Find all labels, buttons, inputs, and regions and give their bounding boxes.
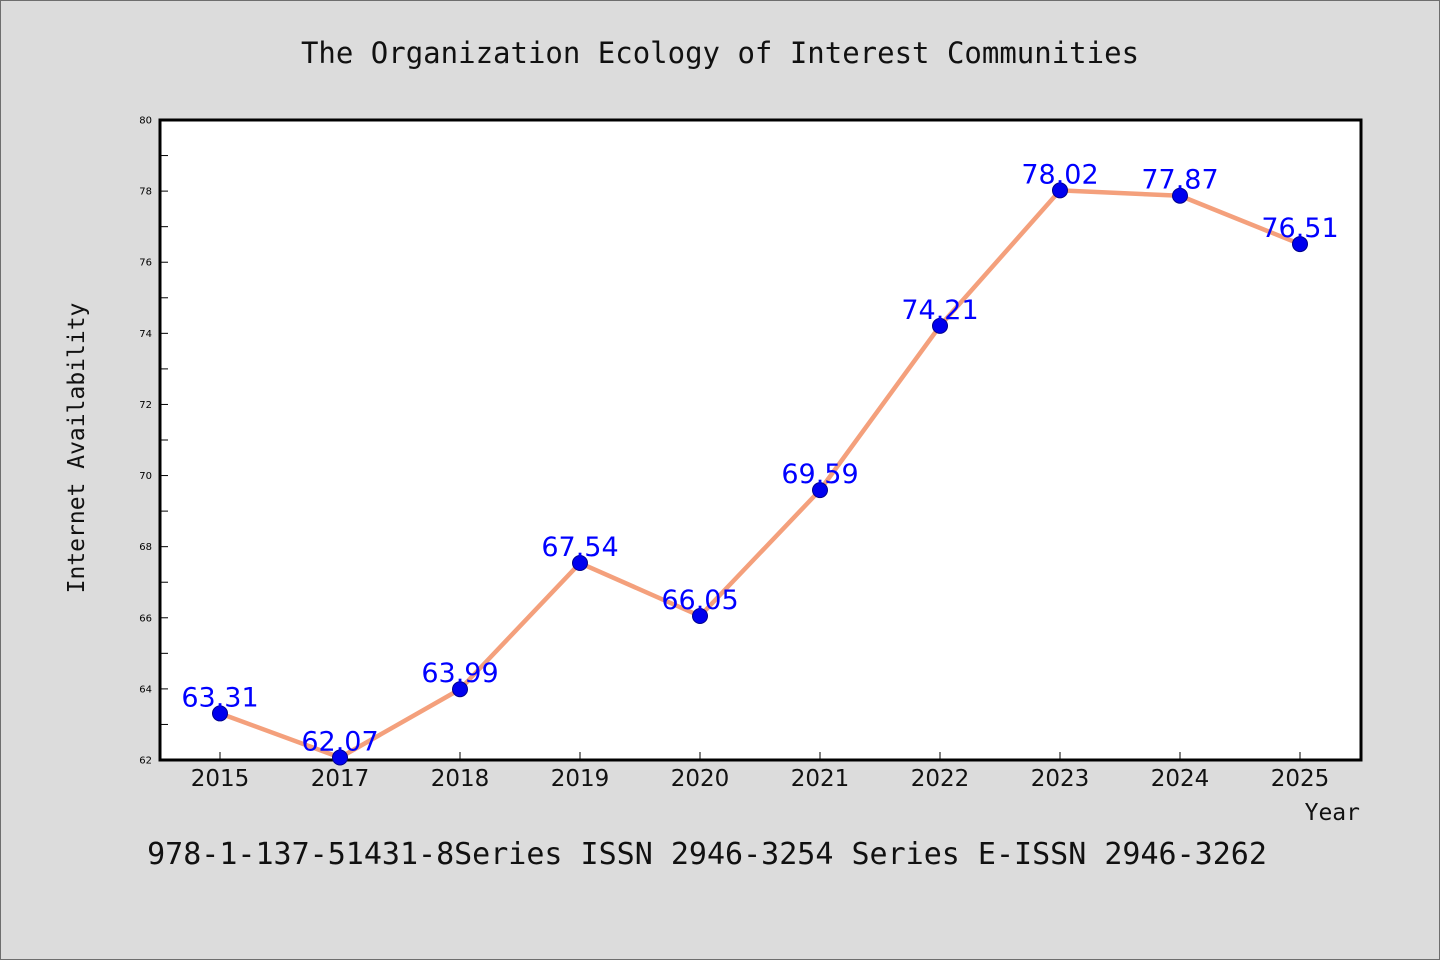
data-point bbox=[572, 555, 588, 572]
y-tick-label: 74 bbox=[139, 329, 152, 340]
data-point bbox=[452, 681, 468, 698]
data-markers bbox=[212, 182, 1308, 766]
data-point bbox=[212, 705, 228, 722]
data-label: 67.54 bbox=[541, 532, 618, 563]
data-label: 63.99 bbox=[421, 658, 498, 689]
x-tick-label: 2019 bbox=[551, 766, 610, 792]
footer-isbn-text: 978-1-137-51431-8Series ISSN 2946-3254 S… bbox=[147, 837, 1267, 872]
x-tick-label: 2018 bbox=[431, 766, 490, 792]
data-label: 62.07 bbox=[301, 727, 378, 758]
x-tick-label: 2024 bbox=[1151, 766, 1210, 792]
data-point bbox=[932, 317, 948, 334]
data-label: 76.51 bbox=[1261, 213, 1338, 244]
x-tick-label: 2015 bbox=[191, 766, 250, 792]
data-point bbox=[812, 482, 828, 499]
data-label: 69.59 bbox=[781, 459, 858, 490]
data-point bbox=[692, 608, 708, 624]
x-tick-label: 2022 bbox=[911, 766, 970, 792]
data-label: 63.31 bbox=[181, 682, 258, 713]
y-tick-label: 70 bbox=[139, 471, 152, 482]
x-tick-label: 2021 bbox=[791, 766, 850, 792]
data-label: 74.21 bbox=[901, 295, 978, 326]
y-tick-label: 68 bbox=[139, 542, 152, 553]
y-tick-label: 78 bbox=[139, 187, 152, 198]
y-tick-label: 62 bbox=[139, 756, 152, 767]
y-tick-label: 64 bbox=[139, 684, 152, 695]
data-labels: 63.31 62.07 63.99 67.54 66.05 69.59 74.21 78.02… bbox=[181, 159, 1338, 757]
y-axis: 62 64 66 68 70 72 74 76 78 80 bbox=[139, 116, 168, 767]
x-tick-label: 2025 bbox=[1271, 766, 1330, 792]
series-line-group bbox=[217, 188, 1303, 760]
x-axis: 2015 2017 2018 2019 2020 2021 2022 2023 2024 2025 bbox=[191, 752, 1330, 792]
y-tick-label: 66 bbox=[139, 613, 152, 624]
data-point bbox=[332, 749, 348, 766]
y-tick-label: 80 bbox=[139, 116, 152, 127]
series-line bbox=[217, 188, 1303, 760]
data-label: 77.87 bbox=[1141, 165, 1218, 196]
data-point bbox=[1292, 236, 1308, 253]
data-point bbox=[1172, 187, 1188, 204]
chart-title: The Organization Ecology of Interest Com… bbox=[301, 36, 1139, 70]
x-tick-label: 2017 bbox=[311, 766, 370, 792]
data-point bbox=[1052, 182, 1068, 199]
x-axis-label: Year bbox=[1305, 800, 1360, 826]
y-tick-label: 76 bbox=[139, 258, 152, 269]
data-label: 78.02 bbox=[1021, 159, 1098, 190]
x-tick-label: 2020 bbox=[671, 766, 730, 792]
y-tick-label: 72 bbox=[139, 400, 152, 411]
x-tick-label: 2023 bbox=[1031, 766, 1090, 792]
y-axis-label: Internet Availability bbox=[64, 303, 90, 594]
plot-area bbox=[158, 118, 1363, 762]
data-label: 66.05 bbox=[661, 585, 738, 616]
